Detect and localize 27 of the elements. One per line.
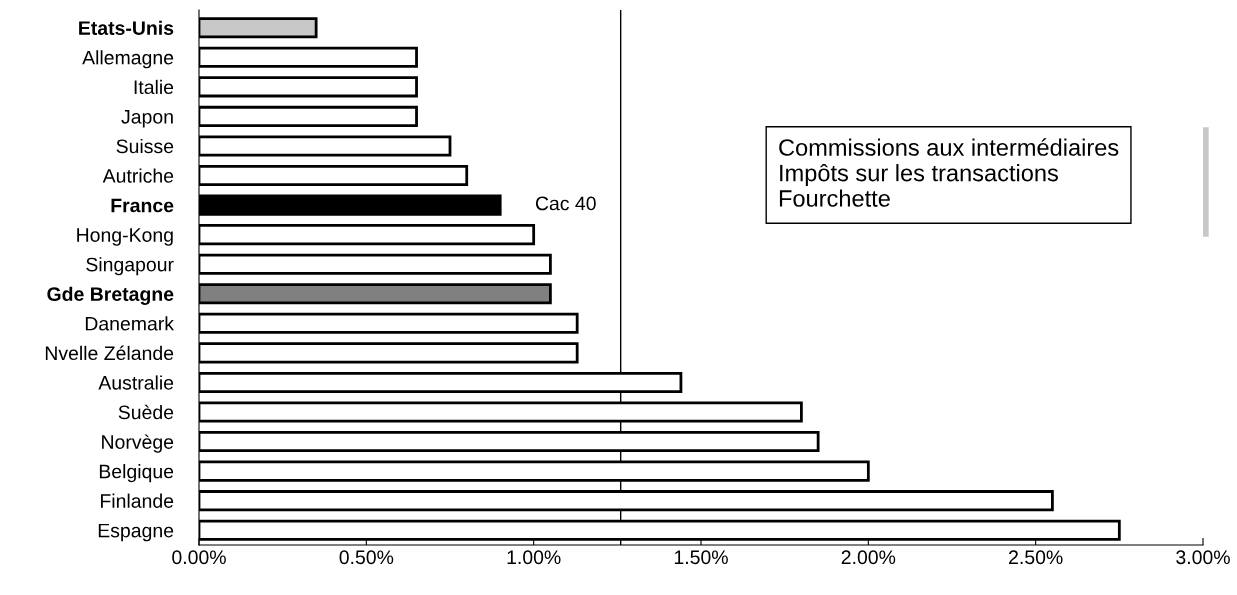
y-tick-label: Japon [121,110,173,128]
y-tick-label: Hong-Kong [77,228,173,246]
y-tick-label: Gde Bretagne [47,286,174,305]
x-tick-label: 3.00% [1176,550,1230,565]
y-tick-label: Allemagne [82,50,174,69]
annotation: Cac 40 [535,196,596,211]
y-tick-label: Espagne [98,523,174,542]
annotation: Commissions aux intermédiaires Impôts sur les transactions Fourchette [779,138,1119,207]
x-tick-label: 0.50% [339,550,394,565]
y-tick-label: Australie [98,375,174,390]
y-tick-label: Etats-Unis [79,20,174,35]
y-tick-label: Danemark [85,316,175,331]
x-tick-label: 2.00% [841,550,896,565]
y-tick-label: Suisse [116,138,174,154]
y-tick-label: France [111,198,174,213]
y-tick-label: Italie [134,79,174,95]
y-tick-label: Finlande [101,493,174,508]
x-tick-label: 1.00% [507,550,561,565]
y-tick-label: Autriche [102,168,174,183]
x-tick-label: 2.50% [1009,550,1063,565]
x-tick-label: 1.50% [674,550,728,565]
y-tick-label: Suède [118,404,174,420]
y-tick-label: Norvège [102,434,174,453]
x-tick-label: 0.00% [172,550,226,565]
y-tick-label: Nvelle Zélande [45,345,174,361]
y-tick-label: Singapour [86,257,174,276]
y-tick-label: Belgique [99,464,174,483]
